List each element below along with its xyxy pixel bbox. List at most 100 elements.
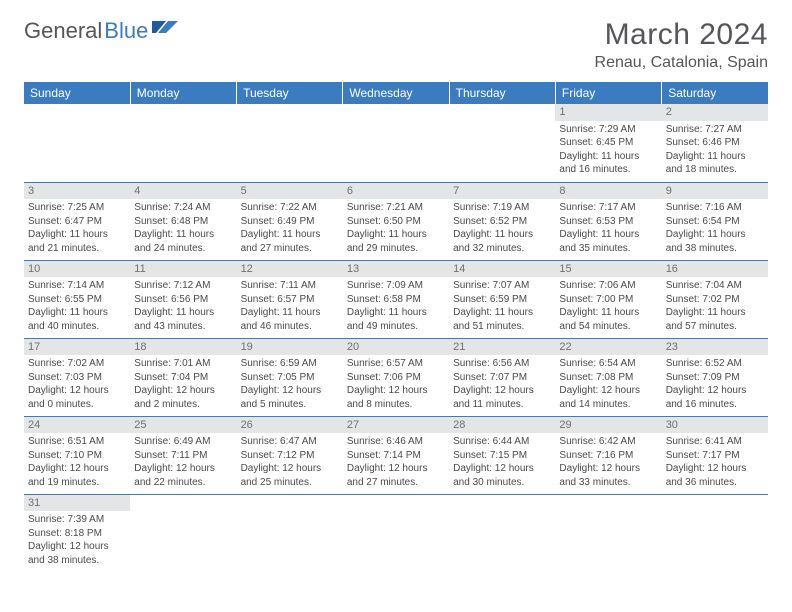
sunset-text: Sunset: 6:50 PM (347, 215, 445, 229)
calendar-cell: 11Sunrise: 7:12 AMSunset: 6:56 PMDayligh… (130, 260, 236, 338)
daylight-text-2: and 30 minutes. (453, 476, 551, 490)
calendar-cell: 12Sunrise: 7:11 AMSunset: 6:57 PMDayligh… (237, 260, 343, 338)
sunrise-text: Sunrise: 7:02 AM (28, 357, 126, 371)
day-number: 12 (237, 261, 343, 278)
calendar-cell: 29Sunrise: 6:42 AMSunset: 7:16 PMDayligh… (555, 416, 661, 494)
sunrise-text: Sunrise: 6:57 AM (347, 357, 445, 371)
sunset-text: Sunset: 6:58 PM (347, 293, 445, 307)
sunrise-text: Sunrise: 7:11 AM (241, 279, 339, 293)
daylight-text-2: and 32 minutes. (453, 242, 551, 256)
daylight-text-2: and 5 minutes. (241, 398, 339, 412)
calendar-cell (343, 104, 449, 182)
calendar-cell: 9Sunrise: 7:16 AMSunset: 6:54 PMDaylight… (662, 182, 768, 260)
sunset-text: Sunset: 7:03 PM (28, 371, 126, 385)
sunset-text: Sunset: 6:46 PM (666, 136, 764, 150)
location: Renau, Catalonia, Spain (595, 54, 768, 72)
sunrise-text: Sunrise: 7:01 AM (134, 357, 232, 371)
calendar-cell (343, 494, 449, 572)
daylight-text-2: and 21 minutes. (28, 242, 126, 256)
daylight-text-1: Daylight: 11 hours (241, 228, 339, 242)
daylight-text-1: Daylight: 12 hours (453, 384, 551, 398)
daylight-text-1: Daylight: 12 hours (347, 384, 445, 398)
daylight-text-2: and 22 minutes. (134, 476, 232, 490)
daylight-text-2: and 51 minutes. (453, 320, 551, 334)
day-number: 18 (130, 339, 236, 356)
day-number: 10 (24, 261, 130, 278)
day-number: 8 (555, 183, 661, 200)
daylight-text-1: Daylight: 11 hours (666, 228, 764, 242)
calendar-cell (449, 494, 555, 572)
weekday-header: Thursday (449, 82, 555, 104)
weekday-header: Tuesday (237, 82, 343, 104)
daylight-text-2: and 16 minutes. (666, 398, 764, 412)
calendar-cell: 24Sunrise: 6:51 AMSunset: 7:10 PMDayligh… (24, 416, 130, 494)
sunrise-text: Sunrise: 6:47 AM (241, 435, 339, 449)
day-number: 23 (662, 339, 768, 356)
daylight-text-2: and 16 minutes. (559, 163, 657, 177)
daylight-text-2: and 54 minutes. (559, 320, 657, 334)
day-number: 3 (24, 183, 130, 200)
daylight-text-1: Daylight: 12 hours (559, 462, 657, 476)
calendar-cell (555, 494, 661, 572)
daylight-text-1: Daylight: 12 hours (241, 462, 339, 476)
calendar-cell: 6Sunrise: 7:21 AMSunset: 6:50 PMDaylight… (343, 182, 449, 260)
day-number: 22 (555, 339, 661, 356)
month-title: March 2024 (595, 18, 768, 52)
sunset-text: Sunset: 6:59 PM (453, 293, 551, 307)
sunset-text: Sunset: 7:10 PM (28, 449, 126, 463)
day-number: 17 (24, 339, 130, 356)
sunset-text: Sunset: 7:17 PM (666, 449, 764, 463)
calendar-row: 10Sunrise: 7:14 AMSunset: 6:55 PMDayligh… (24, 260, 768, 338)
sunrise-text: Sunrise: 6:41 AM (666, 435, 764, 449)
daylight-text-1: Daylight: 11 hours (453, 228, 551, 242)
day-number: 5 (237, 183, 343, 200)
daylight-text-1: Daylight: 11 hours (347, 306, 445, 320)
sunset-text: Sunset: 7:06 PM (347, 371, 445, 385)
sunrise-text: Sunrise: 6:59 AM (241, 357, 339, 371)
weekday-header: Wednesday (343, 82, 449, 104)
day-number: 1 (555, 104, 661, 121)
day-number: 11 (130, 261, 236, 278)
sunrise-text: Sunrise: 7:24 AM (134, 201, 232, 215)
calendar-cell: 26Sunrise: 6:47 AMSunset: 7:12 PMDayligh… (237, 416, 343, 494)
sunrise-text: Sunrise: 6:52 AM (666, 357, 764, 371)
calendar-cell (24, 104, 130, 182)
sunset-text: Sunset: 6:45 PM (559, 136, 657, 150)
sunrise-text: Sunrise: 6:49 AM (134, 435, 232, 449)
daylight-text-2: and 24 minutes. (134, 242, 232, 256)
sunrise-text: Sunrise: 6:56 AM (453, 357, 551, 371)
daylight-text-1: Daylight: 12 hours (134, 384, 232, 398)
sunset-text: Sunset: 8:18 PM (28, 527, 126, 541)
sunset-text: Sunset: 7:14 PM (347, 449, 445, 463)
daylight-text-2: and 29 minutes. (347, 242, 445, 256)
daylight-text-2: and 27 minutes. (241, 242, 339, 256)
sunrise-text: Sunrise: 6:46 AM (347, 435, 445, 449)
calendar-cell (449, 104, 555, 182)
sunrise-text: Sunrise: 6:42 AM (559, 435, 657, 449)
daylight-text-1: Daylight: 11 hours (666, 150, 764, 164)
daylight-text-1: Daylight: 12 hours (347, 462, 445, 476)
sunrise-text: Sunrise: 6:44 AM (453, 435, 551, 449)
weekday-header: Saturday (662, 82, 768, 104)
daylight-text-2: and 38 minutes. (28, 554, 126, 568)
sunrise-text: Sunrise: 7:19 AM (453, 201, 551, 215)
sunset-text: Sunset: 6:55 PM (28, 293, 126, 307)
title-block: March 2024 Renau, Catalonia, Spain (595, 18, 768, 72)
calendar-cell: 25Sunrise: 6:49 AMSunset: 7:11 PMDayligh… (130, 416, 236, 494)
daylight-text-1: Daylight: 11 hours (28, 228, 126, 242)
weekday-header: Friday (555, 82, 661, 104)
daylight-text-1: Daylight: 12 hours (559, 384, 657, 398)
day-number: 19 (237, 339, 343, 356)
calendar-cell: 15Sunrise: 7:06 AMSunset: 7:00 PMDayligh… (555, 260, 661, 338)
daylight-text-1: Daylight: 12 hours (666, 462, 764, 476)
sunrise-text: Sunrise: 7:06 AM (559, 279, 657, 293)
sunrise-text: Sunrise: 7:16 AM (666, 201, 764, 215)
daylight-text-1: Daylight: 11 hours (134, 228, 232, 242)
calendar-cell (130, 104, 236, 182)
day-number: 16 (662, 261, 768, 278)
sunset-text: Sunset: 6:57 PM (241, 293, 339, 307)
daylight-text-1: Daylight: 11 hours (666, 306, 764, 320)
calendar-row: 1Sunrise: 7:29 AMSunset: 6:45 PMDaylight… (24, 104, 768, 182)
calendar-head: SundayMondayTuesdayWednesdayThursdayFrid… (24, 82, 768, 104)
calendar-cell: 19Sunrise: 6:59 AMSunset: 7:05 PMDayligh… (237, 338, 343, 416)
